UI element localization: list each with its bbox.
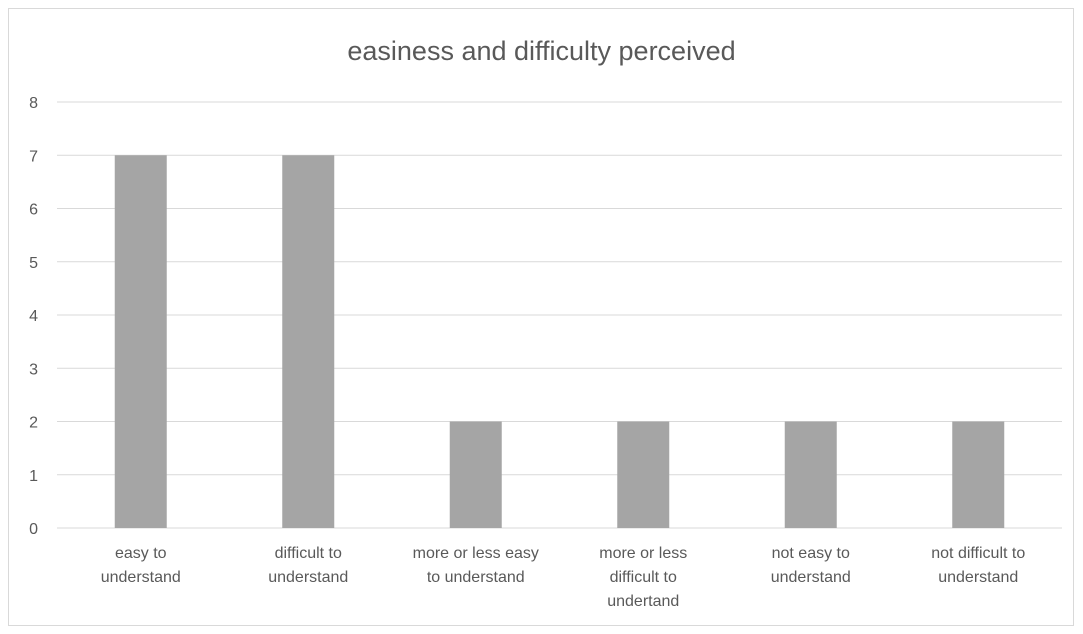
y-tick-label: 4	[29, 308, 38, 325]
y-tick-label: 0	[29, 521, 38, 538]
y-tick-label: 3	[29, 361, 38, 378]
x-category-label-line: not easy to	[772, 545, 850, 562]
x-category-label-line: difficult to	[275, 545, 342, 562]
y-tick-label: 6	[29, 202, 38, 219]
x-category-label-line: more or less easy	[413, 545, 539, 562]
x-category-label: more or less difficult to undertand	[599, 545, 687, 610]
y-tick-label: 8	[29, 95, 38, 112]
x-category-label: not difficult to understand	[931, 545, 1025, 586]
x-category-label-line: difficult to	[610, 569, 677, 586]
y-tick-label: 7	[29, 148, 38, 165]
bar	[114, 155, 167, 528]
bar	[784, 421, 837, 528]
x-category-label-line: understand	[938, 569, 1018, 586]
bar	[617, 421, 670, 528]
x-category-label-line: understand	[771, 569, 851, 586]
x-category-label: not easy to understand	[771, 545, 851, 586]
x-category-label: more or less easy to understand	[413, 545, 539, 586]
x-category-label-line: understand	[101, 569, 181, 586]
bar	[449, 421, 502, 528]
x-category-label-line: undertand	[607, 593, 679, 610]
bar	[282, 155, 335, 528]
x-category-label-line: understand	[268, 569, 348, 586]
y-tick-label: 5	[29, 255, 38, 272]
x-category-label-line: more or less	[599, 545, 687, 562]
x-category-label: easy to understand	[101, 545, 181, 586]
x-category-label-line: not difficult to	[931, 545, 1025, 562]
chart-title: easiness and difficulty perceived	[347, 36, 736, 66]
x-category-label-line: easy to	[115, 545, 167, 562]
chart-frame	[8, 8, 1074, 626]
bar	[952, 421, 1005, 528]
x-category-label-line: to understand	[427, 569, 525, 586]
x-category-label: difficult to understand	[268, 545, 348, 586]
y-tick-label: 1	[29, 468, 38, 485]
y-tick-label: 2	[29, 415, 38, 432]
